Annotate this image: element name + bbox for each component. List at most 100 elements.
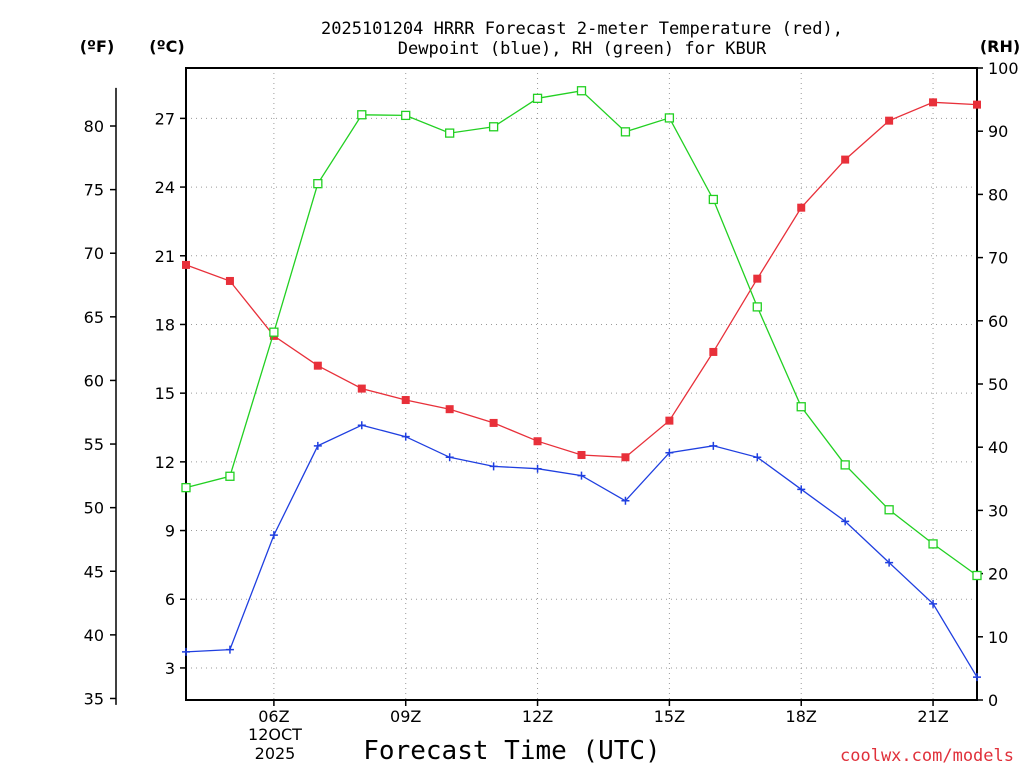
temperature-point	[225, 276, 234, 285]
celsius-tick-label: 15	[155, 384, 175, 403]
series-group	[181, 86, 982, 682]
fahrenheit-tick-label: 55	[84, 435, 104, 454]
rh-tick-label: 0	[988, 691, 998, 710]
celsius-tick-label: 6	[165, 590, 175, 609]
rh-tick-label: 60	[988, 312, 1008, 331]
x-axis-title: Forecast Time (UTC)	[363, 736, 660, 766]
celsius-tick-label: 21	[155, 247, 175, 266]
dewpoint-point	[797, 485, 806, 494]
temperature-point	[182, 260, 190, 269]
plot-frame	[185, 67, 978, 701]
rh-point	[664, 113, 675, 123]
fahrenheit-tick-label: 45	[84, 562, 104, 581]
celsius-tick-label: 18	[155, 315, 175, 334]
temperature-point	[401, 396, 410, 405]
fahrenheit-tick-label: 65	[84, 308, 104, 327]
temperature-point	[533, 437, 542, 446]
dewpoint-point	[269, 531, 278, 540]
temperature-point	[753, 274, 762, 283]
dewpoint-line	[185, 424, 978, 678]
axes: 35 40 45 50 55 60 65 70 75 80 3 6 9 12 15 18 21 24 27 0 10 20…	[84, 59, 1019, 726]
rh-point	[796, 402, 806, 412]
temperature-point	[665, 416, 674, 425]
dewpoint-point	[533, 464, 542, 473]
rh-point	[708, 194, 718, 205]
x-tick-label: 09Z	[390, 707, 421, 726]
fahrenheit-tick-label: 35	[84, 689, 104, 708]
rh-tick-label: 40	[988, 438, 1008, 457]
fahrenheit-tick-label: 70	[84, 244, 104, 263]
temperature-point	[709, 347, 718, 356]
x-tick-label: 06Z	[258, 707, 289, 726]
fahrenheit-unit-label: (ºF)	[80, 37, 115, 56]
temperature-point	[489, 418, 498, 427]
rh-tick-label: 100	[988, 59, 1019, 78]
fahrenheit-tick-label: 80	[84, 117, 104, 136]
dewpoint-point	[885, 558, 894, 567]
rh-tick-label: 80	[988, 185, 1008, 204]
temperature-line	[185, 101, 978, 458]
dewpoint-point	[401, 432, 410, 441]
rh-point	[357, 110, 367, 120]
grid	[186, 68, 977, 700]
dewpoint-point	[973, 673, 981, 682]
rh-tick-label: 90	[988, 122, 1008, 141]
dewpoint-point	[929, 599, 938, 608]
x-tick-label: 18Z	[786, 707, 817, 726]
rh-tick-label: 30	[988, 501, 1008, 520]
dewpoint-point	[577, 471, 586, 480]
dewpoint-point	[621, 496, 630, 505]
celsius-tick-label: 12	[155, 453, 175, 472]
rh-point	[928, 539, 938, 549]
fahrenheit-tick-label: 40	[84, 626, 104, 645]
rh-tick-label: 20	[988, 565, 1008, 584]
temperature-point	[313, 361, 322, 370]
rh-point	[445, 128, 455, 138]
dewpoint-point	[445, 453, 454, 462]
temperature-point	[445, 405, 454, 414]
fahrenheit-tick-label: 75	[84, 181, 104, 200]
rh-unit-label: (RH)	[980, 37, 1020, 56]
rh-point	[269, 327, 279, 337]
rh-point	[532, 93, 543, 103]
rh-tick-label: 10	[988, 628, 1008, 647]
temperature-point	[357, 384, 366, 393]
temperature-point	[797, 203, 806, 212]
rh-line	[185, 90, 978, 577]
chart-title-line1: 2025101204 HRRR Forecast 2-meter Tempera…	[321, 19, 843, 39]
celsius-tick-label: 27	[155, 109, 175, 128]
celsius-unit-label: (ºC)	[149, 37, 184, 56]
dewpoint-point	[753, 453, 762, 462]
rh-point	[225, 471, 235, 481]
rh-point	[752, 302, 762, 312]
dewpoint-point	[313, 441, 322, 450]
dewpoint-point	[841, 517, 850, 526]
date-label-line2: 2025	[255, 744, 296, 763]
celsius-tick-label: 3	[165, 659, 175, 678]
rh-point	[884, 505, 894, 515]
temperature-point	[973, 100, 981, 109]
temperature-point	[885, 116, 894, 125]
rh-tick-label: 50	[988, 375, 1008, 394]
celsius-tick-label: 9	[165, 522, 175, 541]
temperature-point	[929, 98, 938, 107]
rh-tick-label: 70	[988, 249, 1008, 268]
rh-point	[620, 127, 631, 137]
rh-point	[488, 122, 499, 132]
dewpoint-point	[357, 421, 366, 430]
x-tick-label: 12Z	[522, 707, 553, 726]
rh-point	[972, 570, 982, 581]
x-tick-label: 21Z	[917, 707, 948, 726]
date-label-line1: 12OCT	[248, 725, 302, 744]
credit-label: coolwx.com/models	[840, 746, 1014, 766]
celsius-tick-label: 24	[155, 178, 175, 197]
rh-point	[181, 482, 191, 493]
dewpoint-point	[489, 462, 498, 471]
rh-point	[840, 460, 850, 470]
rh-point	[313, 179, 323, 189]
temperature-point	[841, 155, 850, 164]
fahrenheit-tick-label: 60	[84, 371, 104, 390]
dewpoint-point	[182, 647, 190, 656]
temperature-point	[577, 450, 586, 459]
